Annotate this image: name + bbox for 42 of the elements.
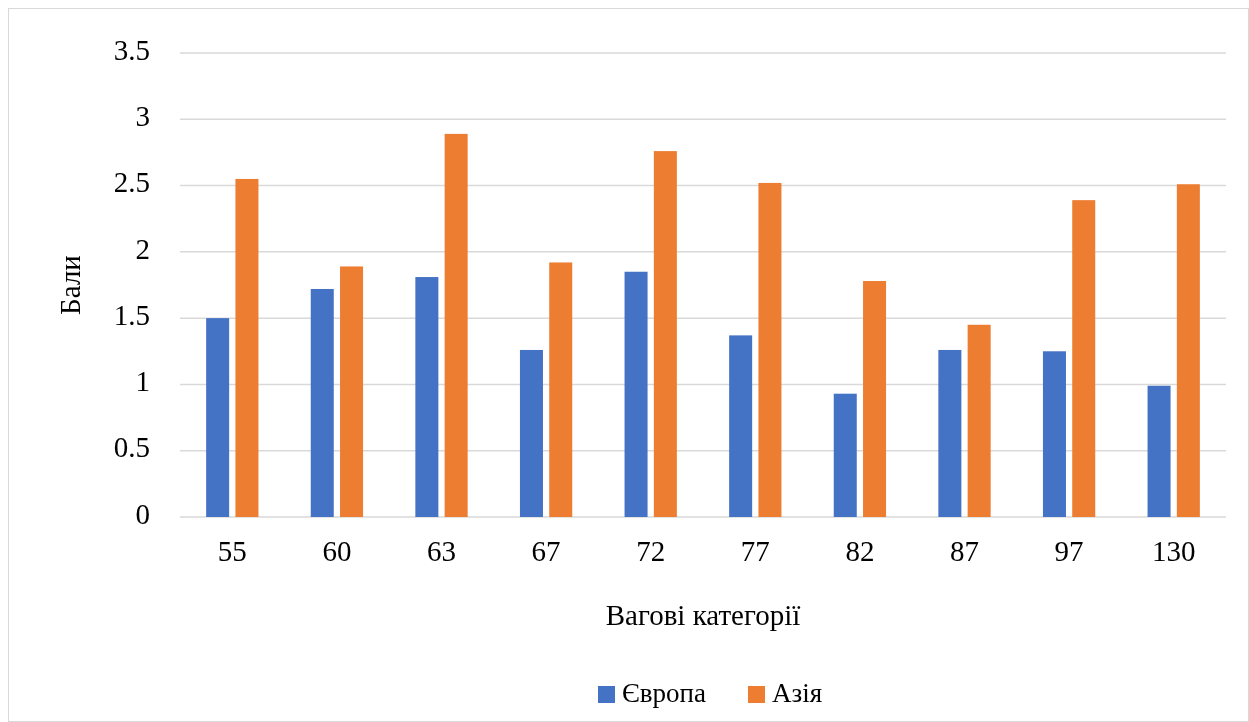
x-tick-label: 63 — [427, 535, 456, 567]
bar — [549, 262, 573, 517]
y-tick-label: 1 — [135, 365, 150, 398]
y-tick-label: 3 — [135, 99, 150, 132]
legend-label: Європа — [622, 678, 707, 709]
bar — [1072, 200, 1096, 517]
bar — [1176, 184, 1200, 517]
bar — [206, 318, 230, 517]
legend-label: Азія — [772, 678, 823, 709]
y-tick-label: 1.5 — [113, 298, 150, 331]
bar — [444, 133, 468, 517]
x-tick-label: 60 — [322, 535, 352, 567]
bar — [758, 182, 782, 517]
bar — [967, 324, 991, 517]
bar — [1147, 385, 1171, 517]
bar — [340, 266, 364, 517]
x-axis-title: Вагові категорії — [605, 599, 801, 631]
bar — [415, 277, 439, 517]
x-tick-label: 72 — [636, 535, 666, 567]
x-tick-label: 87 — [950, 535, 979, 567]
bar — [653, 151, 677, 517]
bar — [1042, 351, 1066, 517]
x-tick-label: 97 — [1054, 535, 1084, 567]
bar — [938, 349, 962, 517]
bar — [729, 335, 753, 517]
x-tick-label: 55 — [217, 535, 247, 567]
bar — [519, 349, 543, 517]
y-tick-label: 3.5 — [113, 33, 150, 66]
y-tick-label: 0 — [135, 497, 150, 530]
bar — [624, 271, 648, 517]
bar — [833, 393, 857, 517]
y-tick-label: 2 — [135, 232, 150, 265]
bar — [310, 288, 334, 517]
x-tick-label: 77 — [740, 535, 770, 567]
y-tick-label: 0.5 — [113, 431, 150, 464]
y-tick-label: 2.5 — [113, 166, 150, 199]
x-tick-label: 67 — [531, 535, 561, 567]
bar — [863, 281, 887, 517]
x-tick-label: 130 — [1151, 535, 1196, 567]
y-axis-title: Бали — [54, 255, 86, 315]
x-tick-label: 82 — [845, 535, 875, 567]
bar — [235, 178, 259, 517]
